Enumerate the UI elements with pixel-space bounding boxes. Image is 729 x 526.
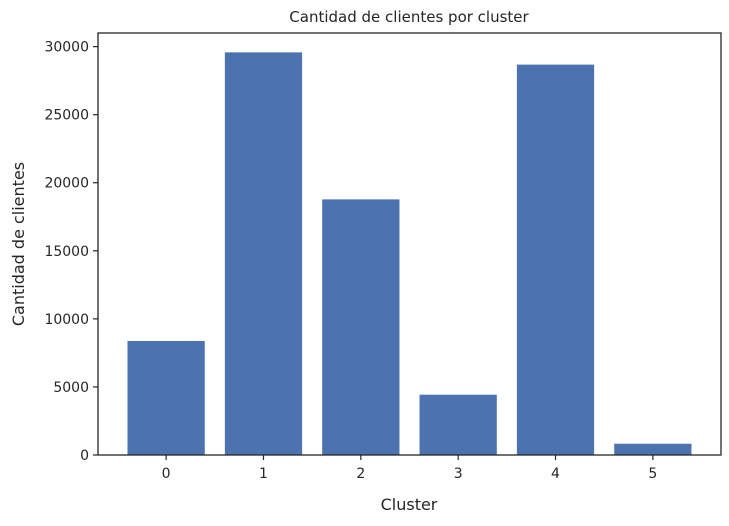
y-tick-label: 0 bbox=[80, 448, 89, 464]
x-tick-label: 4 bbox=[551, 466, 560, 482]
bar-cluster-2 bbox=[321, 198, 401, 456]
y-tick-label: 5000 bbox=[53, 380, 89, 396]
y-tick-label: 15000 bbox=[44, 244, 89, 260]
y-tick-label: 10000 bbox=[44, 312, 89, 328]
x-axis: 0 1 2 3 4 5 bbox=[162, 455, 657, 482]
y-axis-label: Cantidad de clientes bbox=[9, 162, 28, 326]
y-axis: 0 5000 10000 15000 20000 25000 30000 bbox=[44, 40, 98, 464]
chart-title: Cantidad de clientes por cluster bbox=[289, 8, 529, 26]
x-tick-label: 1 bbox=[259, 466, 268, 482]
y-tick-label: 30000 bbox=[44, 40, 89, 56]
y-tick-label: 20000 bbox=[44, 176, 89, 192]
bar-cluster-5 bbox=[613, 443, 693, 456]
plot-frame bbox=[97, 32, 722, 456]
bars bbox=[126, 51, 693, 456]
y-tick-label: 25000 bbox=[44, 108, 89, 124]
x-axis-label: Cluster bbox=[381, 495, 438, 514]
x-tick-label: 0 bbox=[162, 466, 171, 482]
bar-cluster-4 bbox=[516, 64, 595, 456]
bar-cluster-0 bbox=[126, 340, 206, 456]
x-tick-label: 5 bbox=[648, 466, 657, 482]
x-tick-label: 3 bbox=[454, 466, 463, 482]
bar-cluster-3 bbox=[418, 394, 498, 456]
x-tick-label: 2 bbox=[356, 466, 365, 482]
bar-cluster-1 bbox=[224, 51, 303, 456]
